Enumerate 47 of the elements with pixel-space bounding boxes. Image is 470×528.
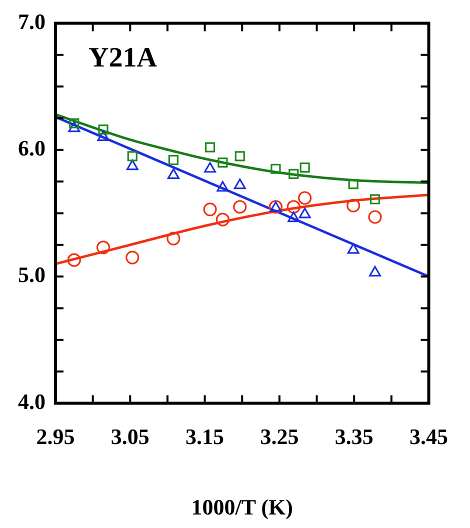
- point: [234, 178, 246, 190]
- text: Y21A: [88, 42, 158, 74]
- point: [300, 162, 310, 173]
- point: [126, 250, 140, 264]
- point: [347, 243, 360, 254]
- point: [167, 168, 180, 179]
- point: [204, 162, 216, 173]
- y-tick-label: 7.0: [18, 8, 46, 34]
- point: [68, 122, 80, 132]
- point: [270, 164, 281, 174]
- y-tick-label: 5.0: [18, 262, 46, 288]
- point: [204, 142, 216, 152]
- point: [168, 154, 178, 166]
- x-tick-label: 3.15: [186, 424, 224, 450]
- point: [234, 151, 245, 162]
- point: [288, 168, 299, 179]
- y-tick-label: 6.0: [18, 136, 46, 161]
- point: [69, 118, 80, 128]
- x-tick-label: 3.25: [260, 424, 299, 450]
- point: [166, 232, 180, 246]
- point: [97, 130, 110, 141]
- point: [67, 253, 81, 267]
- x-tick-label: 2.95: [36, 424, 75, 450]
- point: [203, 202, 217, 216]
- x-tick-label: 3.35: [334, 424, 374, 450]
- point: [216, 212, 230, 226]
- point: [98, 124, 108, 135]
- point: [368, 210, 382, 224]
- line-series: [56, 194, 429, 266]
- point: [346, 198, 360, 212]
- x-tick-label: 3.45: [410, 424, 448, 450]
- point: [233, 200, 247, 214]
- point: [96, 240, 110, 254]
- point: [298, 191, 312, 205]
- point: [348, 179, 358, 190]
- point: [216, 181, 229, 192]
- point: [127, 151, 138, 162]
- point: [286, 200, 300, 214]
- y-tick-label: 4.0: [18, 388, 46, 414]
- point: [370, 194, 380, 204]
- x-tick-label: 3.05: [110, 424, 150, 450]
- point: [288, 211, 300, 222]
- point: [126, 160, 138, 170]
- point: [218, 157, 228, 168]
- x-axis-title: 1000/T (K): [191, 494, 293, 520]
- point: [298, 208, 311, 218]
- point: [369, 266, 381, 277]
